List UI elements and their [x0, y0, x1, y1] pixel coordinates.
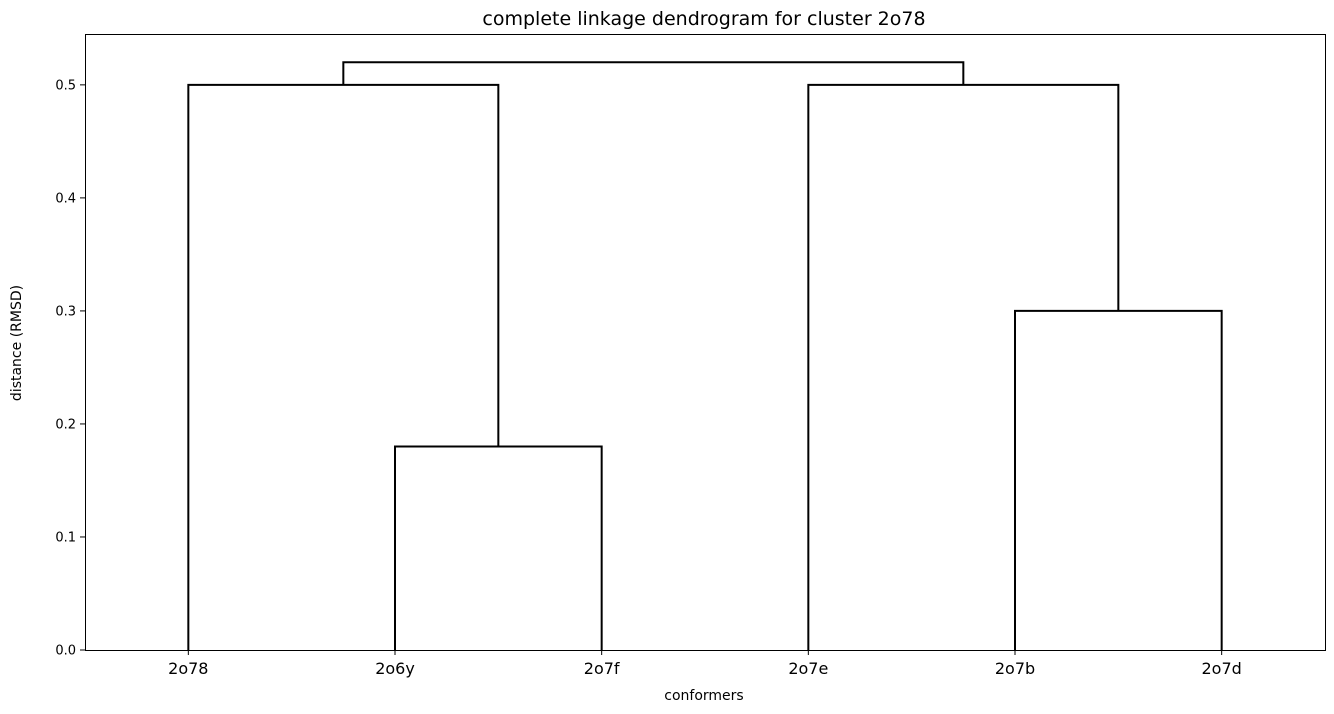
leaf-label: 2o7e: [788, 659, 828, 678]
y-tick-label: 0.0: [55, 644, 76, 659]
dendrogram-link: [807, 83, 1120, 650]
leaf-label: 2o6y: [375, 659, 415, 678]
y-axis-label: distance (RMSD): [9, 285, 25, 401]
leaf-label: 2o78: [168, 659, 208, 678]
y-axis: 0.0 0.1 0.2 0.3 0.4 0.5: [55, 78, 85, 659]
leaf-label: 2o7d: [1202, 659, 1242, 678]
leaf-label: 2o7f: [584, 659, 620, 678]
dendrogram-link: [1014, 309, 1223, 650]
dendrogram-link: [394, 445, 603, 650]
dendrogram-link: [342, 61, 965, 85]
leaf-label: 2o7b: [995, 659, 1035, 678]
chart-title: complete linkage dendrogram for cluster …: [482, 8, 925, 30]
y-tick-label: 0.1: [55, 530, 76, 545]
dendrogram-links: [187, 61, 1223, 650]
y-tick-label: 0.3: [55, 304, 76, 319]
x-axis: 2o78 2o6y 2o7f 2o7e 2o7b 2o7d: [168, 650, 1242, 678]
plot-frame: [85, 34, 1326, 651]
dendrogram-link: [187, 83, 500, 650]
y-tick-label: 0.5: [55, 78, 76, 93]
y-tick-label: 0.4: [55, 191, 76, 206]
x-axis-label: conformers: [664, 688, 743, 704]
y-tick-label: 0.2: [55, 417, 76, 432]
